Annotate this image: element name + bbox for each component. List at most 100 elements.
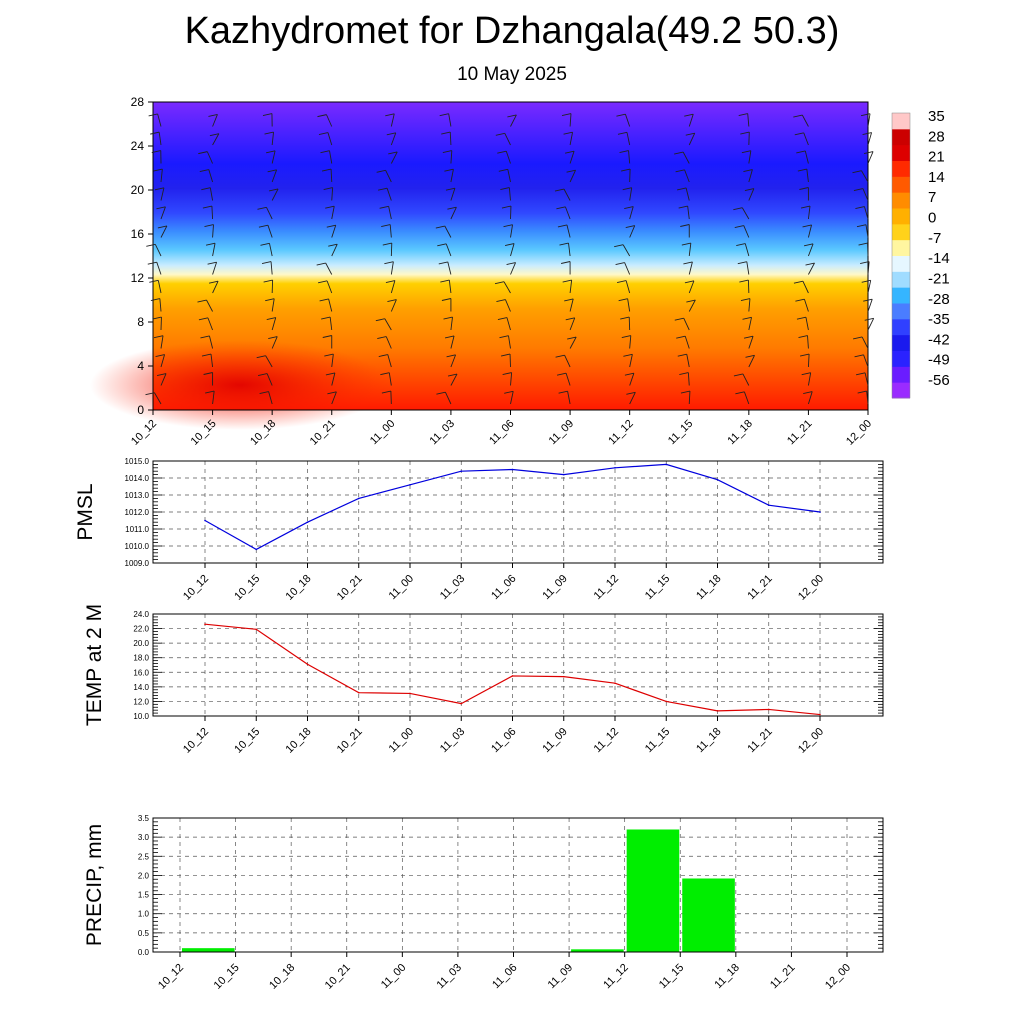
y-axis-title: TEMP at 2 M (83, 604, 106, 726)
data-point (716, 478, 719, 481)
data-point (409, 484, 411, 486)
wind-barb-staff (688, 113, 694, 127)
wind-barb-flag (500, 353, 511, 357)
wind-barb-flag (438, 261, 448, 265)
wind-barb-flag (619, 150, 629, 153)
wind-barb-flag (441, 131, 451, 135)
colorbar-swatch (892, 160, 910, 177)
y-tick-label: 1.0 (138, 910, 150, 919)
y-tick-label: 16.0 (133, 668, 149, 677)
x-tick-label: 11_15 (657, 962, 687, 992)
y-tick-label: 2.5 (138, 852, 150, 861)
y-tick-label: 0.0 (138, 948, 150, 957)
wind-barb-staff (510, 114, 517, 127)
wind-barb-staff (390, 280, 396, 294)
wind-barb-staff (390, 113, 395, 127)
wind-barb-staff (685, 187, 690, 201)
x-tick-label: 11_21 (785, 418, 815, 448)
wind-barb-flag (679, 372, 689, 375)
wind-barb-flag (863, 151, 874, 154)
wind-barb-flag (153, 168, 163, 172)
wind-barb-flag (618, 298, 628, 302)
wind-barb-flag (860, 113, 871, 117)
data-point (357, 497, 360, 500)
x-tick-label: 12_00 (796, 573, 826, 603)
wind-barb-staff (748, 355, 755, 368)
wind-barb-staff (566, 224, 571, 238)
wind-barb-flag (318, 132, 329, 136)
x-tick-label: 11_00 (368, 418, 398, 448)
wind-barb-flag (203, 372, 213, 375)
wind-barb-staff (211, 205, 214, 220)
x-tick-label: 11_12 (592, 726, 622, 756)
wind-barb-staff (206, 299, 213, 312)
wind-barb-flag (447, 373, 458, 377)
wind-barb-flag (733, 373, 744, 377)
wind-barb-staff (686, 354, 690, 368)
wind-barb-staff (385, 336, 392, 349)
wind-barb-staff (159, 298, 162, 312)
wind-barb-staff (212, 391, 215, 405)
wind-barb-flag (803, 243, 814, 247)
wind-barb-staff (861, 336, 869, 349)
wind-barb-flag (500, 187, 510, 190)
wind-barb-staff (448, 280, 452, 294)
wind-barb-flag (317, 280, 328, 284)
wind-barb-staff (741, 207, 750, 220)
wind-barb-flag (616, 280, 627, 283)
wind-barb-flag (327, 391, 337, 395)
panel-frame (152, 460, 884, 564)
wind-barb-flag (684, 280, 695, 284)
data-point (614, 467, 616, 469)
wind-barb-flag (381, 390, 391, 394)
precip-bar (626, 829, 680, 952)
wind-barb-flag (197, 299, 207, 303)
colorbar-label: 0 (928, 210, 936, 227)
wind-barb-staff (271, 169, 278, 183)
wind-barb-flag (740, 131, 750, 135)
wind-barb-flag (681, 242, 691, 246)
wind-barb-flag (446, 354, 456, 358)
wind-barb-staff (326, 114, 333, 127)
wind-barb-staff (807, 353, 810, 368)
wind-barb-staff (808, 262, 815, 275)
y-tick-label: 3.0 (138, 833, 150, 842)
wind-barb-flag (615, 262, 625, 265)
wind-barb-flag (799, 353, 810, 357)
wind-barb-flag (321, 316, 331, 320)
wind-barb-flag (435, 225, 445, 229)
wind-barb-staff (157, 280, 162, 294)
wind-barb-staff (266, 373, 273, 386)
wind-barb-flag (674, 151, 684, 155)
chart-subtitle: 10 May 2025 (457, 64, 567, 85)
y-tick-label: 0 (137, 403, 144, 417)
colorbar-swatch (892, 128, 910, 146)
wind-barb-staff (506, 317, 511, 331)
wind-barb-flag (151, 150, 161, 153)
wind-barb-staff (389, 224, 392, 238)
wind-barb-staff (267, 225, 273, 238)
wind-barb-flag (616, 113, 626, 117)
heatmap-warm-core (90, 340, 390, 430)
wind-barb-flag (504, 390, 514, 394)
wind-barb-flag (556, 372, 567, 376)
wind-barb-staff (748, 169, 753, 183)
wind-barb-flag (864, 317, 874, 321)
wind-barb-flag (567, 336, 577, 340)
wind-barb-staff (448, 113, 452, 127)
wind-barb-staff (629, 354, 633, 368)
wind-barb-flag (796, 150, 806, 154)
wind-barb-staff (867, 318, 875, 331)
wind-barb-flag (623, 353, 633, 357)
wind-barb-staff (270, 261, 273, 275)
x-tick-label: 11_00 (387, 726, 417, 756)
colorbar-label: 28 (928, 128, 945, 145)
wind-barb-staff (325, 262, 333, 275)
data-point (562, 473, 565, 476)
wind-barb-flag (565, 150, 575, 154)
wind-barb-flag (507, 114, 517, 118)
wind-barb-flag (437, 243, 447, 247)
wind-barb-staff (212, 224, 214, 238)
wind-barb-staff (160, 335, 164, 349)
wind-barb-flag (442, 150, 452, 153)
